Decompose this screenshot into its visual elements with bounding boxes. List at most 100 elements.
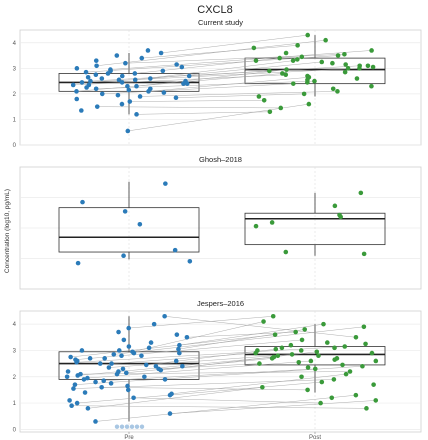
point-post: [353, 392, 359, 398]
point-post: [314, 349, 320, 355]
y-tick-label: 2: [13, 375, 17, 381]
point-pre-below-limit: [114, 424, 120, 429]
y-tick-label: 3: [13, 348, 17, 354]
pair-line: [133, 397, 321, 404]
point-pre: [134, 83, 139, 89]
y-tick-label: 1: [13, 401, 17, 407]
point-post: [318, 400, 323, 406]
point-pre: [64, 374, 70, 380]
point-post: [253, 223, 259, 229]
point-post: [284, 67, 289, 72]
point-pre: [87, 356, 93, 361]
point-post: [302, 327, 308, 332]
point-pre: [121, 337, 127, 343]
point-post: [316, 353, 321, 359]
point-pre: [79, 80, 85, 85]
point-post: [361, 251, 367, 257]
point-pre: [85, 375, 90, 381]
point-pre: [125, 83, 130, 89]
point-pre: [111, 352, 117, 357]
point-pre: [122, 209, 128, 214]
point-post: [332, 203, 338, 209]
point-pre: [125, 128, 131, 134]
pair-line: [77, 381, 322, 404]
panel-strip: [20, 15, 421, 30]
point-post: [279, 345, 285, 351]
pair-line: [171, 373, 347, 395]
point-post: [267, 68, 272, 74]
point-pre: [151, 321, 157, 327]
point-pre: [74, 400, 80, 406]
point-pre-below-limit: [139, 424, 145, 429]
point-pre: [101, 378, 107, 384]
point-pre: [167, 411, 173, 416]
point-post: [290, 81, 296, 86]
point-pre: [83, 69, 89, 75]
point-pre: [75, 260, 81, 266]
point-post: [305, 387, 310, 393]
pair-line: [87, 360, 311, 379]
point-post: [255, 348, 260, 353]
point-pre: [186, 73, 192, 79]
point-post: [334, 356, 340, 361]
y-tick-label: 3: [13, 66, 17, 72]
point-post: [357, 63, 362, 69]
point-post: [299, 54, 305, 60]
point-post: [373, 358, 379, 364]
point-pre: [143, 362, 149, 368]
point-pre: [126, 87, 132, 93]
point-pre: [116, 348, 122, 353]
point-post: [278, 105, 284, 111]
point-post: [290, 58, 296, 63]
y-tick-label: 4: [13, 41, 17, 47]
point-pre: [125, 387, 131, 393]
point-post: [299, 337, 305, 343]
point-post: [370, 64, 376, 70]
pair-line: [150, 61, 322, 79]
point-pre: [126, 325, 132, 331]
point-post: [283, 249, 289, 255]
pair-line: [129, 100, 265, 102]
point-pre: [88, 78, 93, 84]
panel-strip: [20, 296, 421, 311]
point-post: [299, 374, 304, 380]
point-pre: [158, 50, 164, 56]
point-pre: [139, 353, 144, 359]
point-post: [369, 350, 375, 356]
point-post: [360, 363, 365, 369]
point-post: [342, 69, 348, 75]
point-post: [305, 73, 310, 79]
point-pre: [70, 82, 76, 88]
point-post: [323, 37, 328, 43]
point-pre: [85, 406, 91, 411]
pair-line: [77, 356, 274, 376]
point-post: [364, 406, 369, 411]
pair-line: [96, 80, 315, 90]
panel-frame: [19, 310, 422, 433]
point-pre-below-limit: [134, 424, 140, 429]
pair-lines: [73, 34, 372, 132]
point-post: [305, 32, 310, 38]
x-tick-label: Pre: [124, 435, 134, 440]
point-pre: [183, 78, 188, 84]
chart-title: CXCL8: [197, 4, 232, 16]
y-tick-label: 1: [13, 117, 17, 123]
point-post: [261, 319, 266, 324]
pair-line: [110, 50, 372, 70]
box-rect: [244, 212, 386, 246]
point-post: [329, 395, 335, 401]
point-pre: [81, 377, 87, 382]
point-pre: [99, 384, 104, 390]
point-pre: [132, 71, 138, 76]
point-pre: [148, 340, 154, 345]
point-pre: [85, 74, 91, 80]
pair-line: [96, 39, 326, 67]
point-post: [331, 377, 337, 382]
point-pre: [125, 383, 130, 389]
pair-line: [71, 405, 367, 409]
point-pre: [71, 386, 76, 391]
point-pre: [180, 363, 185, 369]
point-post: [345, 66, 351, 71]
point-pre-below-limit: [129, 424, 135, 429]
